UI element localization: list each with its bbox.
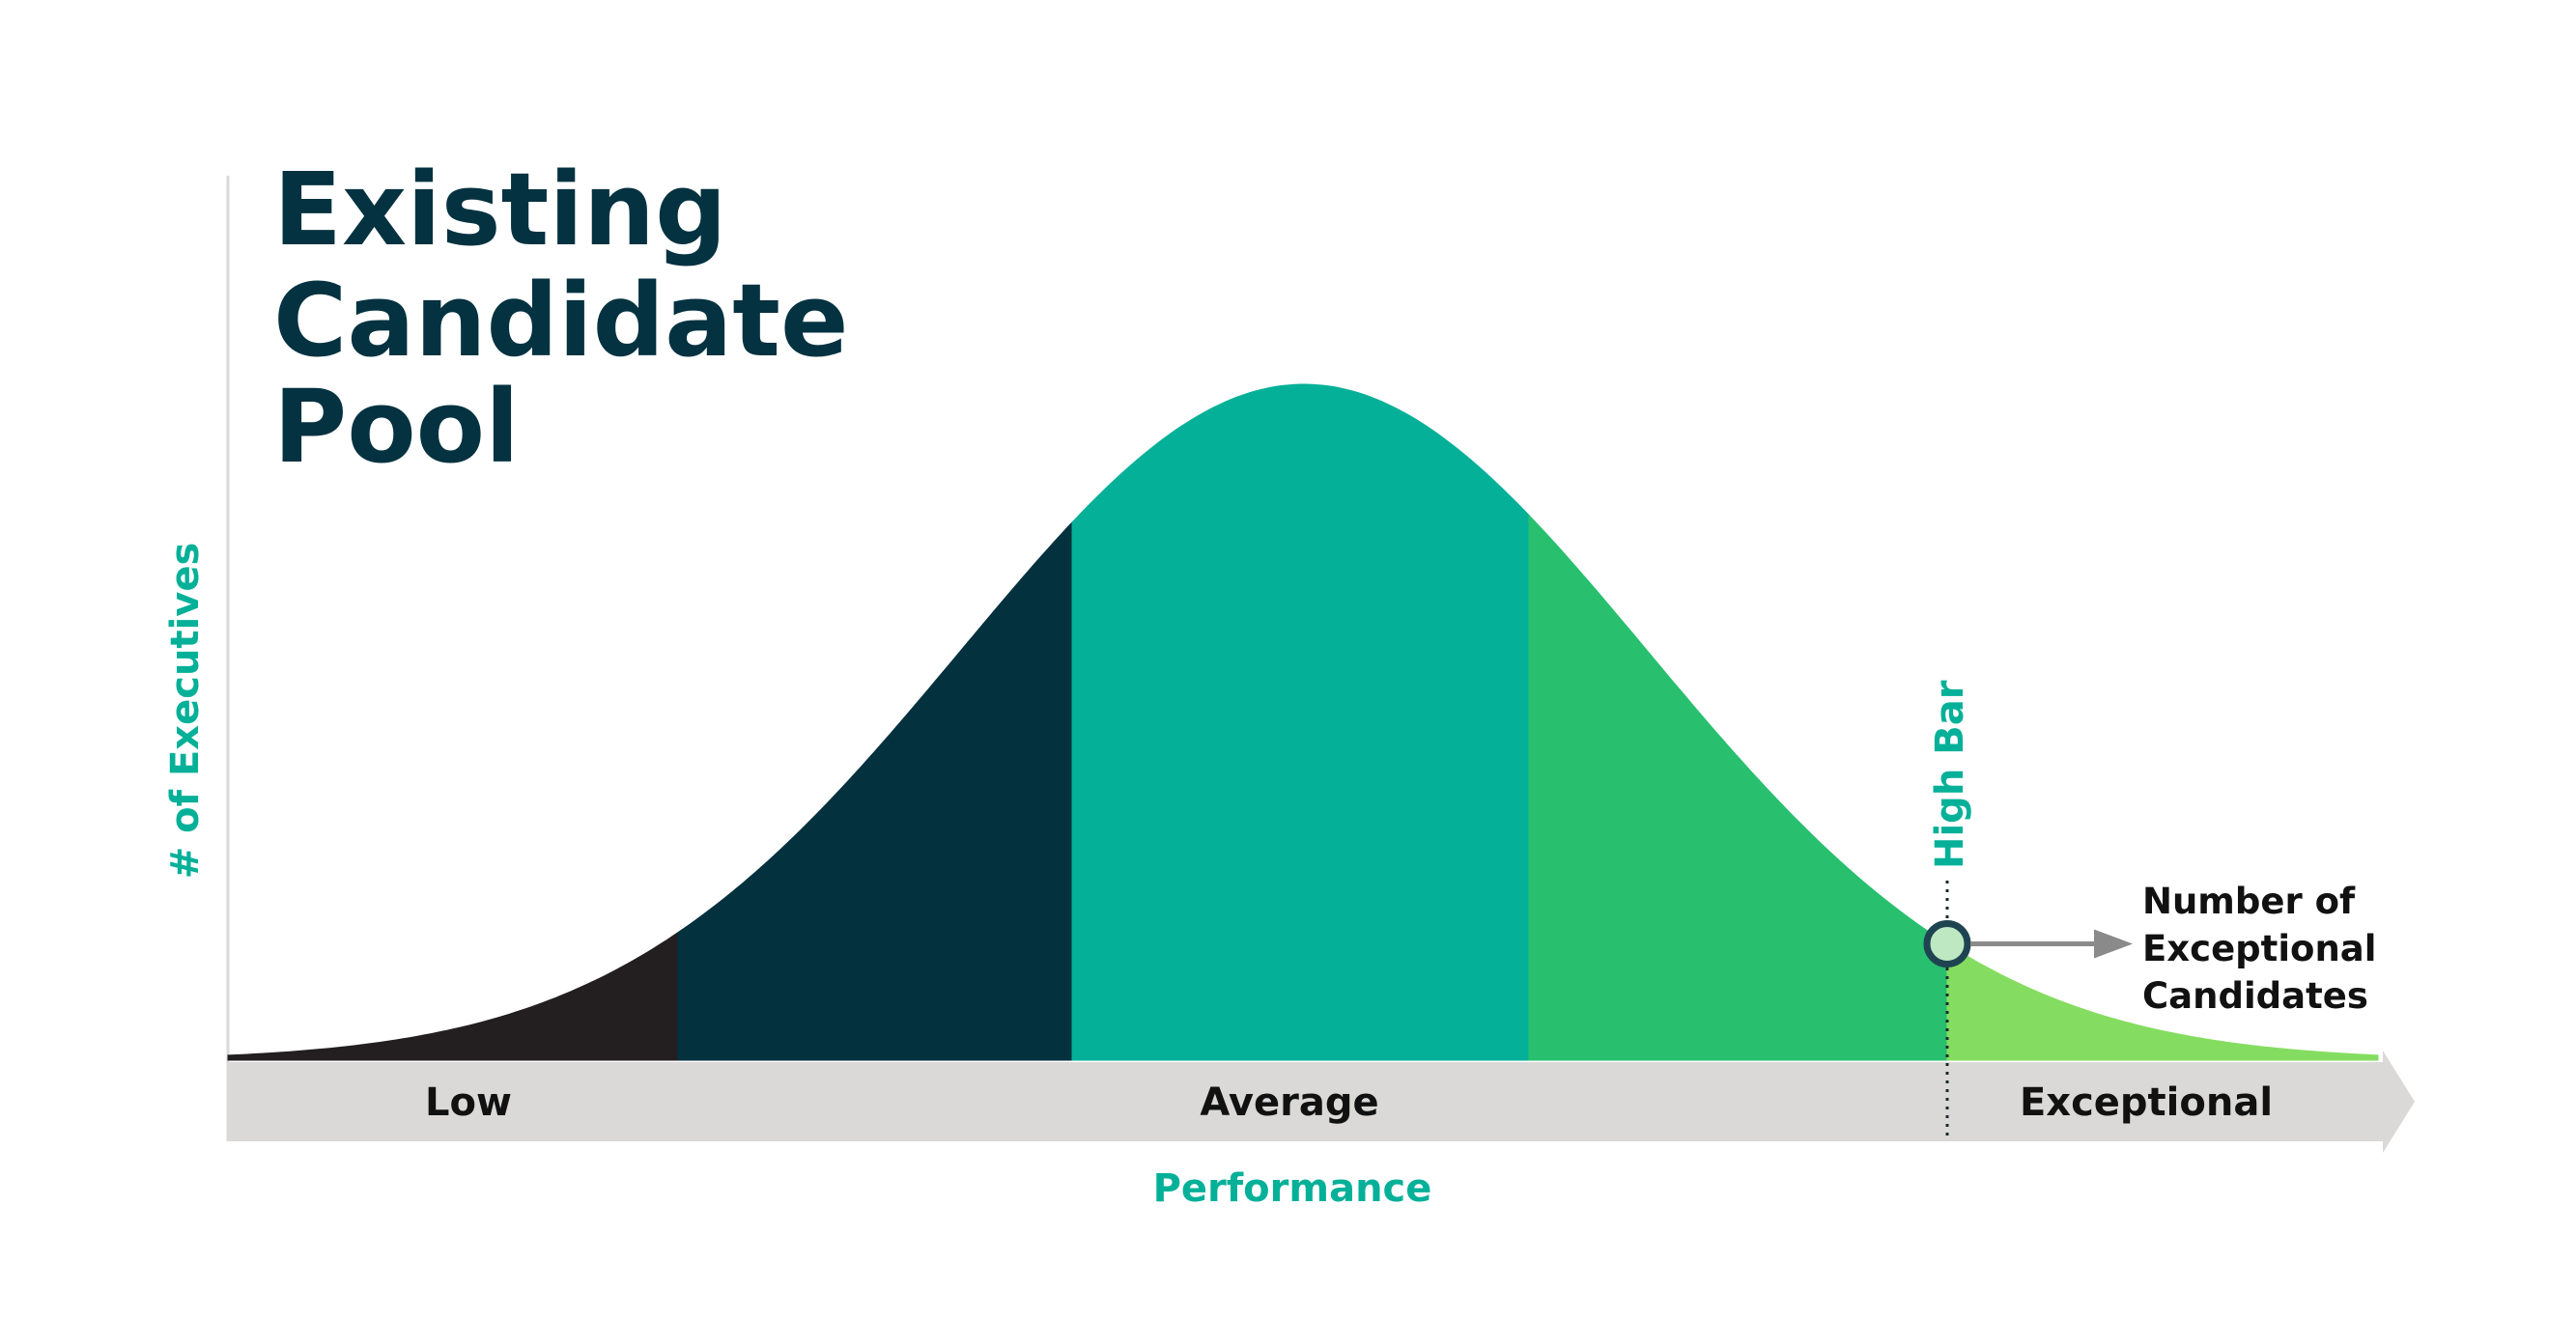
curve-segment-low [227,931,679,1061]
curve-segment-average [1071,383,1530,1061]
curve-segment-exceptional [1946,942,2379,1061]
diagram-title: Existing Candidate Pool [273,151,853,486]
category-label-exceptional: Exceptional [2020,1080,2273,1125]
callout-line: Candidates [2142,975,2368,1017]
callout-arrow [1970,929,2133,959]
title-line: Pool [273,368,520,486]
distribution-curve [227,383,2379,1061]
curve-segment-below-average [677,520,1073,1061]
high-bar-marker [1923,920,1971,967]
title-line: Candidate [273,262,849,379]
curve-segment-above-average [1528,514,1948,1061]
high-bar-label: High Bar [1928,680,1972,869]
title-line: Existing [273,151,727,268]
callout-line: Number of [2142,881,2356,922]
category-label-low: Low [425,1080,512,1125]
category-label-average: Average [1200,1080,1378,1125]
callout-line: Exceptional [2142,928,2376,969]
y-axis-label: # of Executives [163,543,208,880]
performance-axis-arrow [228,1051,2415,1153]
x-axis-label: Performance [1153,1166,1432,1211]
callout-number-of-exceptional-candidates: Number of Exceptional Candidates [2142,881,2381,1017]
